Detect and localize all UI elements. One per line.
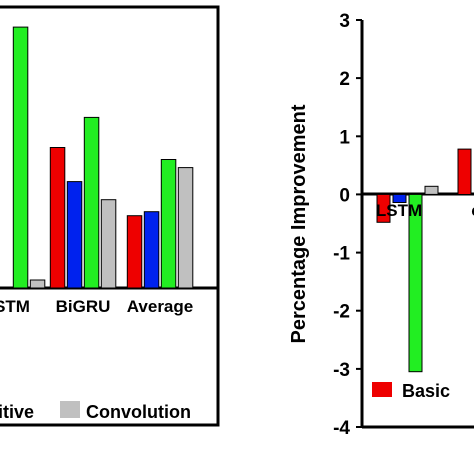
right-x-tick-bigru: c xyxy=(471,201,474,220)
left-chart: STM BiGRU Average itive Convolution xyxy=(0,5,220,427)
right-y-tick-label: -2 xyxy=(333,302,350,323)
right-bar-bigru-s0 xyxy=(457,148,472,196)
right-bar-lstm-s1 xyxy=(392,193,407,203)
left-x-tick-bigru: BiGRU xyxy=(56,297,111,316)
left-bar-lstm-s3 xyxy=(29,279,46,289)
right-bars xyxy=(376,148,472,373)
right-y-tick-label: -1 xyxy=(333,244,350,265)
right-y-axis-label: Percentage Improvement xyxy=(288,104,310,343)
left-legend-label-convolution: Convolution xyxy=(86,402,191,422)
left-bar-bigru-s0 xyxy=(49,147,66,289)
left-bars xyxy=(12,26,194,289)
right-y-ticks: 3 2 1 0 -1 -2 -3 -4 xyxy=(333,11,362,439)
left-legend-swatch-convolution xyxy=(60,401,80,418)
left-bar-average-s3 xyxy=(177,167,194,289)
left-bar-average-s2 xyxy=(160,159,177,289)
right-legend: Basic xyxy=(372,381,450,401)
right-x-tick-lstm: LSTM xyxy=(376,201,422,220)
left-x-tick-lstm: STM xyxy=(0,297,30,316)
right-y-tick-label: 2 xyxy=(339,69,350,90)
right-y-tick-label: 0 xyxy=(339,185,350,206)
left-bar-bigru-s3 xyxy=(100,199,117,289)
left-bar-bigru-s2 xyxy=(83,116,100,289)
right-y-tick-label: 1 xyxy=(339,127,350,148)
right-y-tick-label: -4 xyxy=(333,418,350,439)
right-bar-lstm-s3 xyxy=(424,185,439,195)
right-legend-label-basic: Basic xyxy=(402,381,450,401)
left-bar-average-s0 xyxy=(126,215,143,289)
right-y-tick-label: -3 xyxy=(333,360,350,381)
left-bar-bigru-s1 xyxy=(66,181,83,289)
left-legend: itive Convolution xyxy=(0,401,191,422)
left-bar-lstm-s2 xyxy=(12,26,29,289)
right-bar-lstm-s2 xyxy=(408,193,423,373)
left-plot-frame xyxy=(0,5,220,427)
left-x-tick-average: Average xyxy=(127,297,193,316)
right-bar-lstm-s0 xyxy=(376,193,391,223)
left-x-tick-labels: STM BiGRU Average xyxy=(0,297,193,316)
left-bar-average-s1 xyxy=(143,211,160,289)
right-y-tick-label: 3 xyxy=(339,11,350,32)
left-legend-label-0: itive xyxy=(0,402,34,422)
right-x-tick-labels: LSTM c xyxy=(376,201,474,220)
right-chart: 3 2 1 0 -1 -2 -3 -4 LSTM c Percentage Improvemen… xyxy=(288,11,474,439)
right-legend-swatch-basic xyxy=(372,382,392,397)
